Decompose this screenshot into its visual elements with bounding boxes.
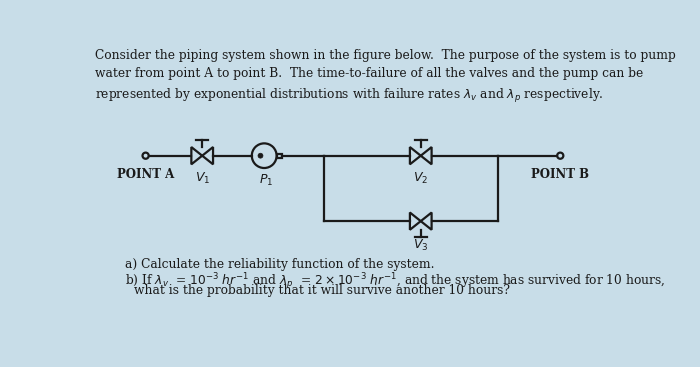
- Text: $V_2$: $V_2$: [413, 171, 428, 186]
- Text: POINT B: POINT B: [531, 168, 589, 181]
- Text: b) If $\lambda_v$  = $10^{-3}$ $hr^{-1}$ and $\lambda_p$  = $2 \times 10^{-3}$ $: b) If $\lambda_v$ = $10^{-3}$ $hr^{-1}$ …: [125, 271, 665, 292]
- Text: a) Calculate the reliability function of the system.: a) Calculate the reliability function of…: [125, 258, 434, 271]
- Text: $V_3$: $V_3$: [413, 238, 428, 253]
- Text: $V_1$: $V_1$: [195, 171, 210, 186]
- Text: $P_1$: $P_1$: [260, 172, 274, 188]
- Text: what is the probability that it will survive another 10 hours?: what is the probability that it will sur…: [134, 284, 510, 297]
- Circle shape: [258, 153, 263, 158]
- Bar: [276, 154, 282, 157]
- Text: POINT A: POINT A: [117, 168, 174, 181]
- Text: Consider the piping system shown in the figure below.  The purpose of the system: Consider the piping system shown in the …: [95, 49, 676, 105]
